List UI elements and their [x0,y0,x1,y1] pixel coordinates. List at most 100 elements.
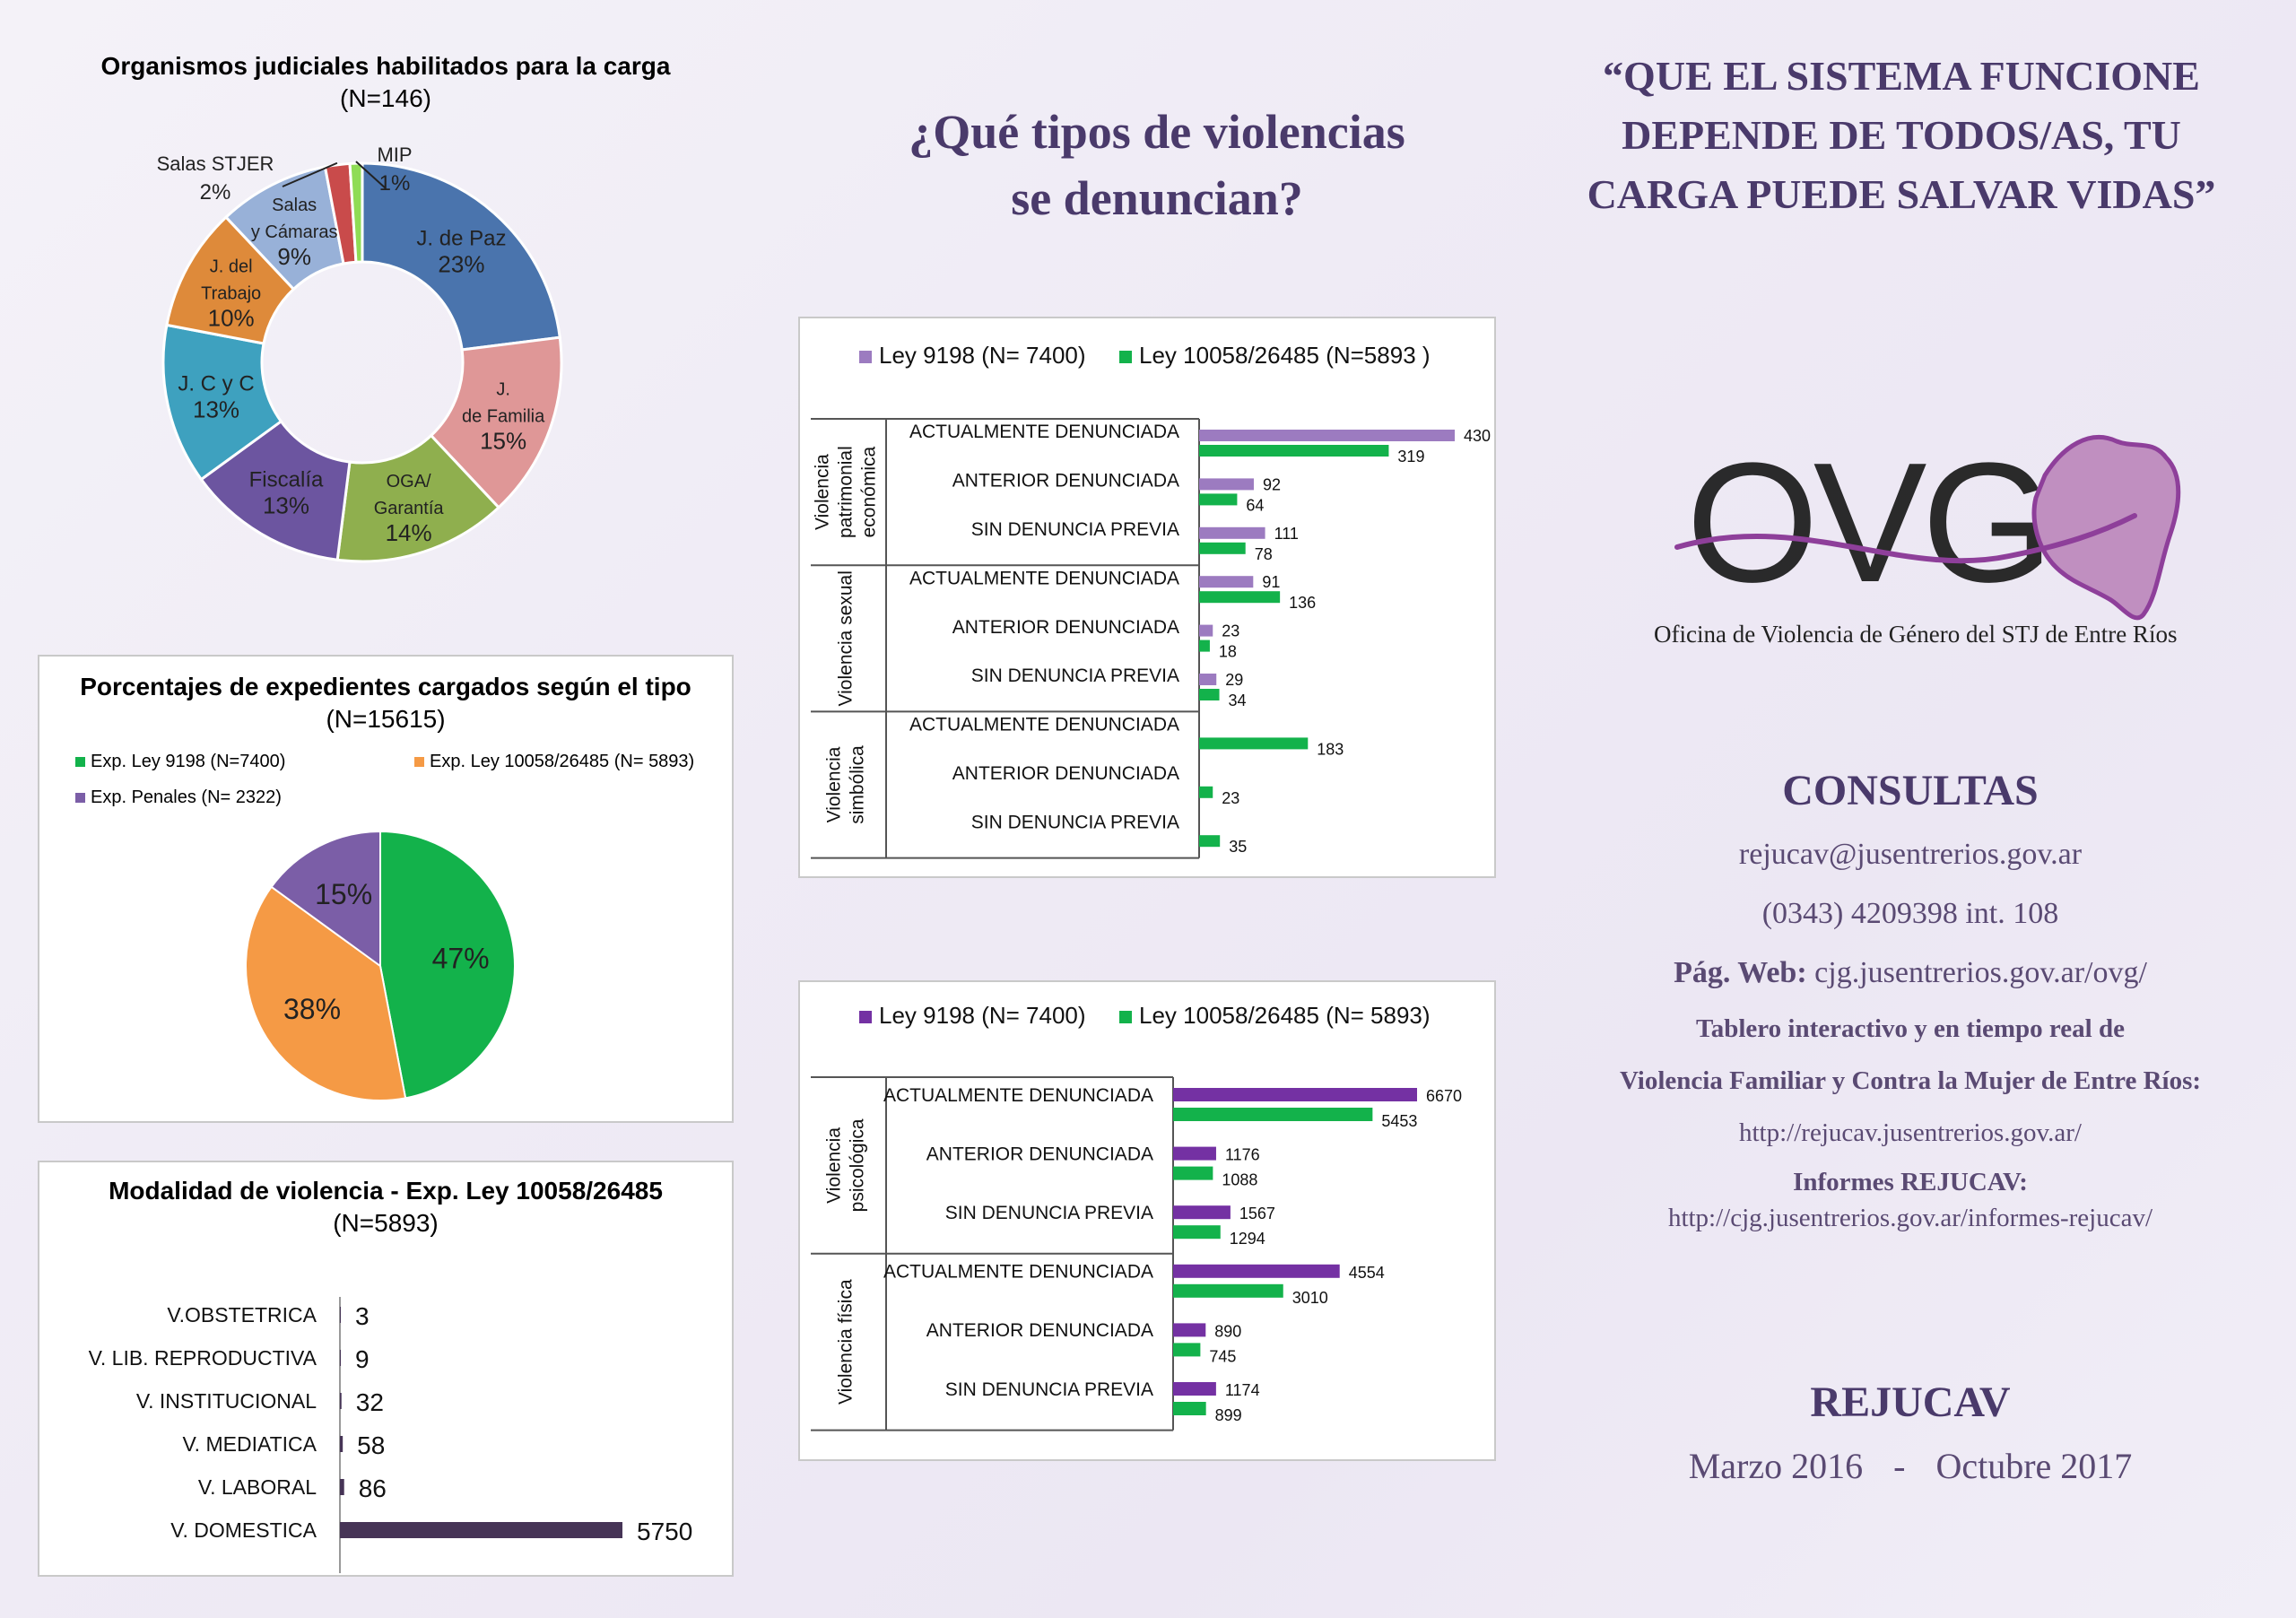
data-label: 23 [1222,622,1239,640]
bar [1199,576,1254,588]
data-label: 319 [1397,448,1424,465]
tablero-line: Violencia Familiar y Contra la Mujer de … [1619,1066,2202,1095]
group-label: psicológica [848,1118,868,1212]
category-label: V. INSTITUCIONAL [136,1389,317,1413]
row-label: ACTUALMENTE DENUNCIADA [883,1262,1153,1283]
slice-percent: 9% [277,243,311,270]
bar [340,1393,342,1409]
data-label: 34 [1229,692,1247,709]
main-question-line: se denuncian? [1011,171,1303,225]
donut-slice [348,161,364,264]
legend-label: Ley 10058/26485 (N= 5893) [1139,1002,1431,1029]
bar [340,1350,341,1366]
group-label: económica [859,447,880,538]
row-label: SIN DENUNCIA PREVIA [971,812,1179,832]
footer: REJUCAV Marzo 2016 - Octubre 2017 [1561,1378,2260,1487]
informes-url[interactable]: http://cjg.jusentrerios.gov.ar/informes-… [1667,1204,2153,1232]
data-label: 4554 [1349,1264,1385,1282]
bar [1173,1108,1373,1121]
slogan: “QUE EL SISTEMA FUNCIONE DEPENDE DE TODO… [1561,47,2242,224]
group-label: Violencia [824,1127,845,1204]
data-label: 92 [1263,475,1281,493]
legend-label: Ley 9198 (N= 7400) [879,1002,1086,1029]
data-label: 64 [1246,496,1264,514]
legend-swatch [414,757,424,767]
row-label: SIN DENUNCIA PREVIA [971,519,1179,540]
bar [340,1436,344,1452]
bar [340,1522,622,1538]
footer-title: REJUCAV [1810,1379,2011,1426]
slice-percent: 15% [480,428,526,455]
data-label: 18 [1219,643,1237,661]
row-label: SIN DENUNCIA PREVIA [971,665,1179,686]
legend-item: Exp. Ley 9198 (N=7400) [75,752,285,772]
data-label: 9 [355,1345,370,1373]
organismos-subtitle: (N=146) [340,84,431,112]
consultas-title: CONSULTAS [1782,767,2039,814]
tipos2-panel: Ley 9198 (N= 7400) Ley 10058/26485 (N= 58… [798,980,1496,1461]
row-label: ANTERIOR DENUNCIADA [926,1144,1153,1164]
bar [1199,835,1221,848]
footer-period: Marzo 2016 - Octubre 2017 [1561,1445,2260,1487]
legend-label: Exp. Ley 10058/26485 (N= 5893) [430,752,695,771]
consultas-email[interactable]: rejucav@jusentrerios.gov.ar [1738,838,2083,871]
bar [1173,1382,1216,1396]
tablero-line: Tablero interactivo y en tiempo real de [1696,1014,2125,1043]
slice-percent: 10% [208,305,255,332]
tablero-url[interactable]: http://rejucav.jusentrerios.gov.ar/ [1739,1118,2082,1147]
bar [1199,737,1309,750]
data-label: 899 [1215,1406,1242,1424]
consultas-web: Pág. Web: cjg.jusentrerios.gov.ar/ovg/ [1561,951,2260,996]
period-start: Marzo 2016 [1688,1446,1864,1486]
bar [1173,1225,1221,1240]
bar [1199,624,1213,637]
main-question: ¿Qué tipos de violencias se denuncian? [807,99,1507,231]
slogan-line: “QUE EL SISTEMA FUNCIONE [1603,53,2200,99]
row-label: ANTERIOR DENUNCIADA [952,763,1179,784]
expedientes-panel: Porcentajes de expedientes cargados segú… [38,655,734,1123]
ovg-logo: OVG Oficina de Violencia de Género del S… [1654,422,2242,673]
row-label: ACTUALMENTE DENUNCIADA [909,715,1179,735]
data-label: 430 [1464,427,1491,445]
ovg-logo-text: OVG [1686,428,2054,618]
slice-label: Garantía [374,499,445,518]
data-label: 35 [1229,838,1247,856]
expedientes-title: Porcentajes de expedientes cargados segú… [80,673,691,700]
bar [1199,591,1281,604]
modalidad-panel: Modalidad de violencia - Exp. Ley 10058/… [38,1161,734,1577]
data-label: 111 [1274,525,1299,543]
legend-label: Ley 9198 (N= 7400) [879,342,1086,369]
expedientes-subtitle: (N=15615) [326,705,446,733]
period-separator: - [1893,1446,1906,1486]
data-label: 32 [356,1388,384,1416]
legend-swatch [859,1011,872,1023]
donut-slice [361,161,561,352]
legend-item: Exp. Penales (N= 2322) [75,787,282,808]
tipos1-chart: Ley 9198 (N= 7400) Ley 10058/26485 (N=589… [811,342,1491,859]
category-label: V. LABORAL [198,1475,317,1499]
web-link[interactable]: cjg.jusentrerios.gov.ar/ovg/ [1814,956,2147,989]
main-question-line: ¿Qué tipos de violencias [909,105,1405,159]
period-end: Octubre 2017 [1935,1446,2133,1486]
data-label: 890 [1214,1322,1241,1340]
web-label: Pág. Web: [1674,956,1807,989]
expedientes-pie: 47% 38% 15% [245,830,516,1101]
row-label: ACTUALMENTE DENUNCIADA [909,422,1179,442]
consultas-section: CONSULTAS rejucav@jusentrerios.gov.ar (0… [1561,762,2260,1236]
category-label: V. LIB. REPRODUCTIVA [89,1346,317,1370]
consultas-phone: (0343) 4209398 int. 108 [1761,897,2059,930]
row-label: SIN DENUNCIA PREVIA [945,1379,1153,1400]
pie-percent: 47% [432,943,490,975]
pie-slice [245,885,407,1101]
bar [1173,1323,1206,1337]
row-label: ANTERIOR DENUNCIADA [952,617,1179,638]
data-label: 1567 [1239,1205,1275,1222]
data-label: 58 [357,1431,385,1459]
tipos2-chart: Ley 9198 (N= 7400) Ley 10058/26485 (N= 58… [811,1002,1462,1431]
bar [1173,1343,1201,1357]
modalidad-subtitle: (N=5893) [333,1209,439,1237]
bar [1199,674,1217,685]
slice-label: de Familia [462,407,545,427]
slice-percent: 14% [386,519,432,546]
